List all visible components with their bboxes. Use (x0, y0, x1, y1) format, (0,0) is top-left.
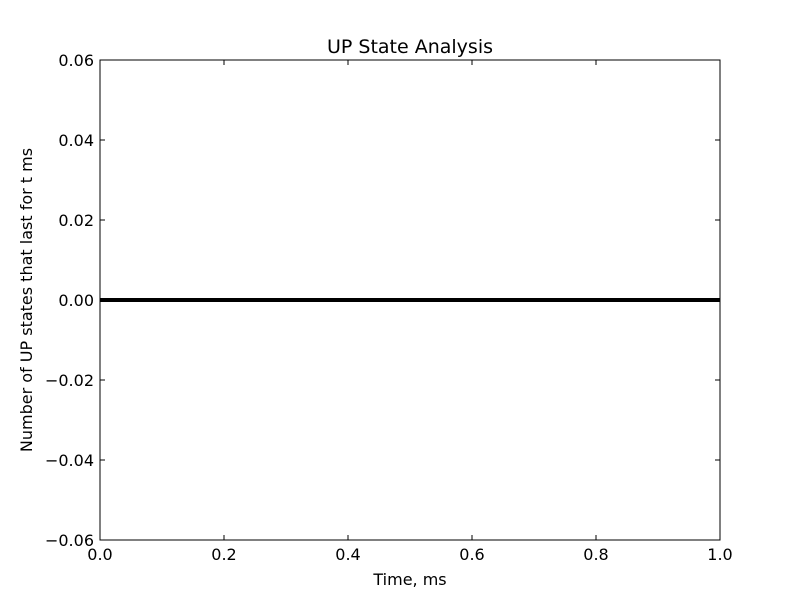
y-axis-label: Number of UP states that last for t ms (17, 148, 36, 452)
x-tick-label: 0.8 (583, 545, 608, 564)
x-tick-label: 0.6 (459, 545, 484, 564)
x-tick-label: 1.0 (707, 545, 732, 564)
plot-frame (99, 59, 721, 541)
y-tick-label: −0.04 (45, 451, 94, 470)
y-tick-label: −0.06 (45, 531, 94, 550)
y-tick-label: 0.02 (58, 211, 94, 230)
y-tick-label: 0.00 (58, 291, 94, 310)
chart-title: UP State Analysis (327, 36, 493, 58)
x-tick-label: 0.0 (87, 545, 112, 564)
y-tick-label: 0.06 (58, 51, 94, 70)
y-tick-label: 0.04 (58, 131, 94, 150)
ticks: 0.0 0.2 0.4 0.6 0.8 1.0 −0.06 −0.04 −0.02 0.00 0.0… (45, 51, 733, 564)
y-tick-label: −0.02 (45, 371, 94, 390)
x-axis-label: Time, ms (372, 570, 446, 589)
x-tick-label: 0.4 (335, 545, 360, 564)
x-tick-label: 0.2 (211, 545, 236, 564)
